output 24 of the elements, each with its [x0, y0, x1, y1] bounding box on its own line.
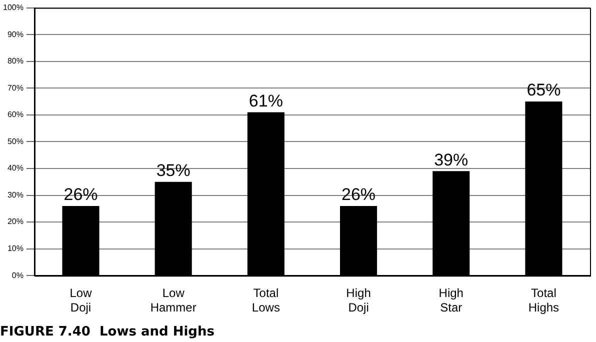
data-label: 26%: [342, 185, 376, 204]
data-label: 39%: [434, 150, 468, 170]
x-tick-label: Total Highs: [528, 286, 560, 315]
y-tick-label: 100%: [2, 3, 24, 12]
data-label: 26%: [64, 185, 98, 204]
y-tick-label: 90%: [7, 30, 24, 39]
y-tick-label: 30%: [7, 190, 24, 200]
x-tick-label: High Star: [438, 286, 464, 315]
x-tick-label: Low Hammer: [150, 286, 196, 315]
y-tick-label: 60%: [7, 110, 24, 120]
data-label: 65%: [526, 80, 561, 100]
x-tick-label: Total Lows: [252, 286, 280, 315]
text: FIGURE 7.40 Lows and Highs: [0, 324, 215, 340]
y-tick-label: 80%: [7, 56, 24, 66]
y-tick-label: 20%: [7, 217, 24, 226]
y-tick-label: 40%: [7, 164, 24, 173]
y-tick-label: 0%: [12, 270, 24, 280]
y-tick-label: 70%: [7, 83, 24, 92]
x-tick-label: Low Doji: [70, 286, 92, 315]
y-tick-label: 10%: [7, 244, 24, 254]
data-label: 35%: [156, 161, 190, 180]
data-label: 61%: [248, 91, 283, 110]
x-tick-label: High Doji: [346, 286, 371, 315]
y-tick-label: 50%: [7, 136, 24, 146]
